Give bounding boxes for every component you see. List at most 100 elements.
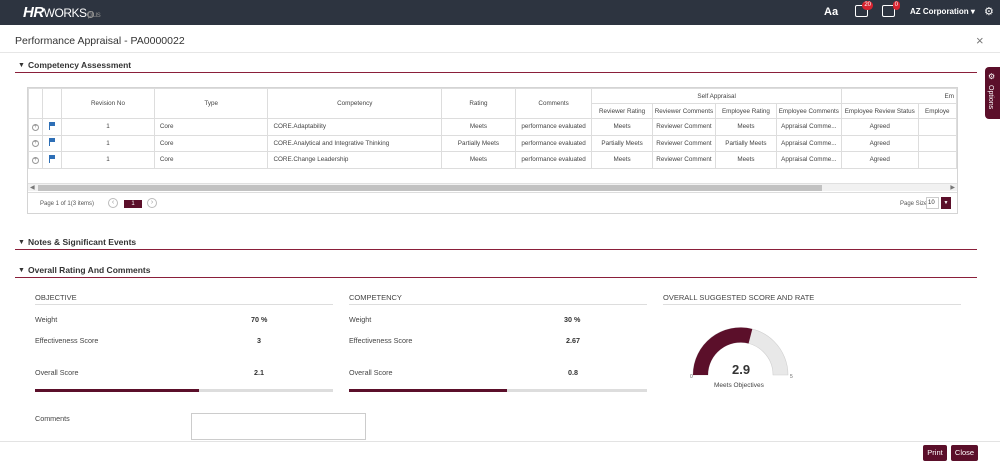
comments-textarea[interactable] — [191, 413, 366, 440]
cell-comments: performance evaluated — [514, 118, 593, 136]
font-size-button[interactable]: Aa — [824, 6, 839, 18]
cell-type: Core — [153, 134, 269, 152]
cell-comments: performance evaluated — [514, 151, 593, 169]
col-header-competency[interactable]: Competency — [267, 88, 443, 119]
prev-page-icon[interactable]: ‹ — [108, 198, 118, 208]
cell-review-status: Agreed — [840, 134, 919, 152]
col-header-revision[interactable]: Revision No — [61, 88, 155, 119]
col-header-employee-cut[interactable]: Employe — [917, 103, 958, 119]
overall-rating-section-header[interactable]: ▼ Overall Rating And Comments — [15, 264, 977, 278]
expand-row-icon[interactable]: + — [28, 151, 43, 169]
options-side-tab[interactable]: ⚙ Options — [985, 67, 1000, 119]
scroll-left-arrow-icon[interactable]: ◀ — [30, 185, 35, 191]
next-page-icon[interactable]: › — [147, 198, 157, 208]
logo-hr-text: HR — [23, 4, 44, 21]
tasks-badge: 0 — [892, 1, 900, 10]
col-header-employee-rating[interactable]: Employee Rating — [715, 103, 777, 119]
hrworks-logo[interactable]: HRWORKSplus — [23, 4, 101, 21]
col-header-reviewer-rating[interactable]: Reviewer Rating — [591, 103, 653, 119]
horizontal-scrollbar[interactable]: ◀ ▶ — [28, 183, 957, 191]
competency-overall-value: 0.8 — [568, 368, 578, 377]
table-row[interactable]: + 1 Core CORE.Analytical and Integrative… — [28, 134, 958, 152]
table-row[interactable]: + 1 Core CORE.Change Leadership Meets pe… — [28, 151, 958, 169]
cell-reviewer-rating: Meets — [591, 118, 653, 136]
print-button[interactable]: Print — [923, 445, 947, 461]
footer-divider — [0, 441, 1000, 442]
logo-works-text: WORKS — [43, 6, 87, 20]
pager-info: Page 1 of 1(3 items) — [40, 201, 95, 207]
objective-divider — [35, 304, 333, 305]
cell-employee-rating: Meets — [715, 151, 777, 169]
collapse-caret-icon: ▼ — [18, 239, 25, 246]
comments-label: Comments — [35, 414, 70, 423]
close-button[interactable]: Close — [951, 445, 978, 461]
suggested-score-value: 2.9 — [732, 362, 751, 377]
cell-employee-rating: Meets — [715, 118, 777, 136]
gauge-min-label: 0 — [690, 374, 693, 380]
logo-plus-text: plus — [86, 10, 101, 19]
col-header-employee-comments[interactable]: Employee Comments — [775, 103, 842, 119]
col-header-employee-review-status[interactable]: Employee Review Status — [840, 103, 919, 119]
score-gauge — [692, 327, 789, 376]
collapse-caret-icon: ▼ — [18, 62, 25, 69]
close-icon[interactable]: × — [976, 33, 984, 48]
section-title: Notes & Significant Events — [28, 237, 137, 247]
objective-title: OBJECTIVE — [35, 293, 77, 302]
notifications-badge: 20 — [862, 1, 873, 10]
competency-table: Revision No Type Competency Rating Comme… — [28, 88, 958, 169]
page-size-select[interactable]: 10 — [926, 197, 939, 209]
suggested-score-title: OVERALL SUGGESTED SCORE AND RATE — [663, 293, 815, 302]
flag-icon — [41, 151, 63, 169]
col-header-reviewer-comments[interactable]: Reviewer Comments — [651, 103, 717, 119]
gauge-max-label: 5 — [790, 374, 793, 380]
competency-title: COMPETENCY — [349, 293, 402, 302]
competency-assessment-section-header[interactable]: ▼ Competency Assessment — [15, 59, 977, 73]
cell-empty — [917, 118, 958, 136]
cell-reviewer-rating: Meets — [591, 151, 653, 169]
suggested-rating-label: Meets Objectives — [714, 382, 764, 389]
objective-progress-bar — [35, 389, 333, 392]
cell-revision: 1 — [61, 134, 155, 152]
scrollbar-thumb[interactable] — [38, 185, 822, 191]
col-header-rating[interactable]: Rating — [441, 88, 516, 119]
competency-grid: Revision No Type Competency Rating Comme… — [27, 87, 958, 214]
cell-reviewer-comments: Reviewer Comment — [651, 118, 717, 136]
competency-progress-fill — [349, 389, 507, 392]
page-1-button[interactable]: 1 — [124, 200, 142, 208]
objective-overall-label: Overall Score — [35, 368, 79, 377]
cell-rating: Meets — [441, 151, 516, 169]
page-size-label: Page Size — [900, 201, 928, 207]
cell-revision: 1 — [61, 151, 155, 169]
section-title: Overall Rating And Comments — [28, 265, 151, 275]
col-header-type[interactable]: Type — [153, 88, 269, 119]
header-cell — [28, 88, 43, 119]
cell-reviewer-comments: Reviewer Comment — [651, 151, 717, 169]
cell-employee-comments: Appraisal Comme... — [775, 151, 842, 169]
table-row[interactable]: + 1 Core CORE.Adaptability Meets perform… — [28, 118, 958, 136]
expand-row-icon[interactable]: + — [28, 134, 43, 152]
objective-progress-fill — [35, 389, 199, 392]
competency-divider — [349, 304, 647, 305]
company-selector[interactable]: AZ Corporation ▾ — [910, 7, 975, 16]
notes-section-header[interactable]: ▼ Notes & Significant Events — [15, 236, 977, 250]
col-header-comments[interactable]: Comments — [514, 88, 593, 119]
tasks-icon[interactable]: 0 — [882, 1, 900, 17]
expand-row-icon[interactable]: + — [28, 118, 43, 136]
cell-empty — [917, 151, 958, 169]
cell-competency: CORE.Adaptability — [267, 118, 443, 136]
competency-weight-value: 30 % — [564, 315, 581, 324]
cell-competency: CORE.Change Leadership — [267, 151, 443, 169]
page-size-dropdown-icon[interactable]: ▼ — [941, 197, 951, 209]
objective-effectiveness-value: 3 — [257, 336, 261, 345]
settings-gear-icon[interactable]: ⚙ — [984, 6, 994, 18]
flag-icon — [41, 134, 63, 152]
cell-review-status: Agreed — [840, 151, 919, 169]
objective-weight-value: 70 % — [251, 315, 268, 324]
header-divider — [0, 52, 1000, 53]
group-header-employee: Em — [840, 88, 958, 104]
scroll-right-arrow-icon[interactable]: ▶ — [950, 185, 955, 191]
cell-employee-rating: Partially Meets — [715, 134, 777, 152]
options-label: Options — [987, 85, 994, 110]
collapse-caret-icon: ▼ — [18, 267, 25, 274]
notifications-icon[interactable]: 20 — [855, 1, 873, 17]
